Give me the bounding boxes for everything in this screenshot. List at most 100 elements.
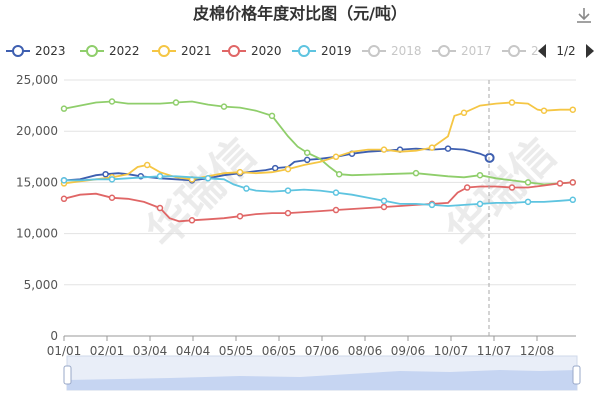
data-point-2020[interactable] — [556, 180, 564, 187]
data-point-2021[interactable] — [284, 165, 292, 173]
x-tick-label: 11/07 — [477, 344, 512, 358]
data-point-2022[interactable] — [524, 179, 532, 186]
data-point-2022[interactable] — [303, 149, 311, 156]
data-point-2019[interactable] — [476, 200, 484, 208]
data-point-2022[interactable] — [60, 105, 68, 112]
data-point-2022[interactable] — [220, 103, 228, 110]
x-tick-label: 09/06 — [391, 344, 426, 358]
data-point-2021[interactable] — [143, 161, 151, 169]
data-point-2020[interactable] — [108, 194, 116, 202]
data-point-2019[interactable] — [380, 197, 388, 205]
legend-label: 2023 — [35, 44, 66, 58]
y-tick-label: 10,000 — [16, 227, 58, 241]
data-point-2019[interactable] — [524, 198, 532, 206]
data-point-2021[interactable] — [460, 109, 468, 117]
data-point-2023[interactable] — [102, 170, 109, 178]
legend-marker-icon — [158, 45, 170, 57]
legend: 2023 2022 2021 2020 2019 2018 2017 2 — [6, 44, 539, 58]
legend-label: 2021 — [181, 44, 212, 58]
data-point-2022[interactable] — [172, 99, 180, 106]
legend-item-2020[interactable]: 2020 — [222, 44, 282, 58]
download-icon[interactable] — [577, 8, 591, 23]
data-point-2022[interactable] — [108, 98, 116, 105]
data-zoom[interactable] — [63, 355, 581, 391]
legend-label: 2019 — [321, 44, 352, 58]
y-tick-label: 15,000 — [16, 175, 58, 189]
data-point-2020[interactable] — [569, 179, 577, 186]
legend-item-2017[interactable]: 2017 — [432, 44, 492, 58]
legend-marker-icon — [12, 45, 24, 57]
data-point-2022[interactable] — [335, 170, 343, 178]
gridlines — [64, 79, 576, 337]
data-point-2021[interactable] — [540, 107, 548, 114]
data-point-2020[interactable] — [380, 203, 388, 211]
x-tick-label: 04/04 — [176, 344, 211, 358]
data-point-2020[interactable] — [508, 184, 516, 191]
data-point-2019[interactable] — [108, 176, 116, 183]
y-tick-label: 25,000 — [16, 73, 58, 87]
legend-item-2023[interactable]: 2023 — [6, 44, 66, 58]
data-point-2023[interactable] — [303, 156, 311, 164]
data-point-2021[interactable] — [428, 144, 436, 151]
legend-label: 2 — [531, 44, 539, 58]
legend-marker-icon — [228, 45, 240, 57]
data-point-2020[interactable] — [332, 206, 340, 214]
data-point-2020[interactable] — [156, 204, 164, 212]
legend-marker-icon — [86, 45, 98, 57]
legend-item-2[interactable]: 2 — [502, 44, 539, 58]
y-tick-label: 20,000 — [16, 124, 58, 138]
series-line-2020 — [63, 181, 573, 223]
watermarks: 华瑞信 华瑞信 — [137, 128, 566, 257]
zoom-handle-left[interactable] — [63, 365, 72, 385]
data-point-2020[interactable] — [463, 184, 471, 191]
data-point-2020[interactable] — [60, 195, 68, 203]
x-tick-label: 06/05 — [262, 344, 297, 358]
data-point-2019[interactable] — [284, 187, 292, 194]
data-point-2019[interactable] — [428, 201, 436, 209]
data-point-2021[interactable] — [380, 146, 388, 153]
legend-item-2021[interactable]: 2021 — [152, 44, 212, 58]
data-point-2021[interactable] — [569, 106, 577, 113]
data-point-2021[interactable] — [332, 153, 340, 161]
data-point-2019[interactable] — [156, 173, 164, 180]
legend-label: 2022 — [109, 44, 140, 58]
data-point-2023[interactable] — [271, 164, 279, 172]
data-point-2019[interactable] — [204, 175, 212, 182]
triangle-right-icon[interactable] — [586, 44, 594, 58]
data-point-2021[interactable] — [236, 168, 244, 176]
data-point-2021[interactable] — [508, 99, 516, 106]
series-line-2019 — [64, 175, 573, 207]
data-point-2019[interactable] — [569, 196, 577, 204]
x-tick-label: 03/04 — [133, 344, 168, 358]
data-point-2020[interactable] — [188, 217, 196, 224]
legend-item-2018[interactable]: 2018 — [362, 44, 422, 58]
data-point-2020[interactable] — [284, 209, 292, 217]
data-point-2022[interactable] — [268, 112, 276, 120]
legend-item-2019[interactable]: 2019 — [292, 44, 352, 58]
data-point-2019[interactable] — [243, 185, 250, 192]
legend-item-2022[interactable]: 2022 — [80, 44, 140, 58]
y-tick-label: 0 — [50, 329, 58, 343]
legend-pager: 1/2 — [538, 44, 594, 58]
legend-marker-icon — [438, 45, 450, 57]
triangle-left-icon[interactable] — [538, 44, 546, 58]
data-point-2019[interactable] — [332, 189, 340, 196]
legend-label: 2018 — [391, 44, 422, 58]
data-point-2023[interactable] — [444, 145, 452, 152]
data-point-2022[interactable] — [412, 169, 420, 177]
data-point-2019[interactable] — [60, 177, 68, 184]
pager-text: 1/2 — [556, 44, 575, 58]
series-line-2023 — [63, 147, 490, 182]
data-point-2022[interactable] — [476, 171, 484, 179]
y-axis: 0 5,000 10,000 15,000 20,000 25,000 — [16, 73, 58, 343]
data-point-2020[interactable] — [236, 212, 244, 220]
data-point-2023[interactable] — [484, 152, 495, 163]
legend-marker-icon — [368, 45, 380, 57]
watermark-left: 华瑞信 — [137, 128, 266, 257]
legend-label: 2020 — [251, 44, 282, 58]
x-tick-label: 08/06 — [348, 344, 383, 358]
x-tick-label: 05/05 — [219, 344, 254, 358]
zoom-handle-right[interactable] — [572, 365, 581, 385]
